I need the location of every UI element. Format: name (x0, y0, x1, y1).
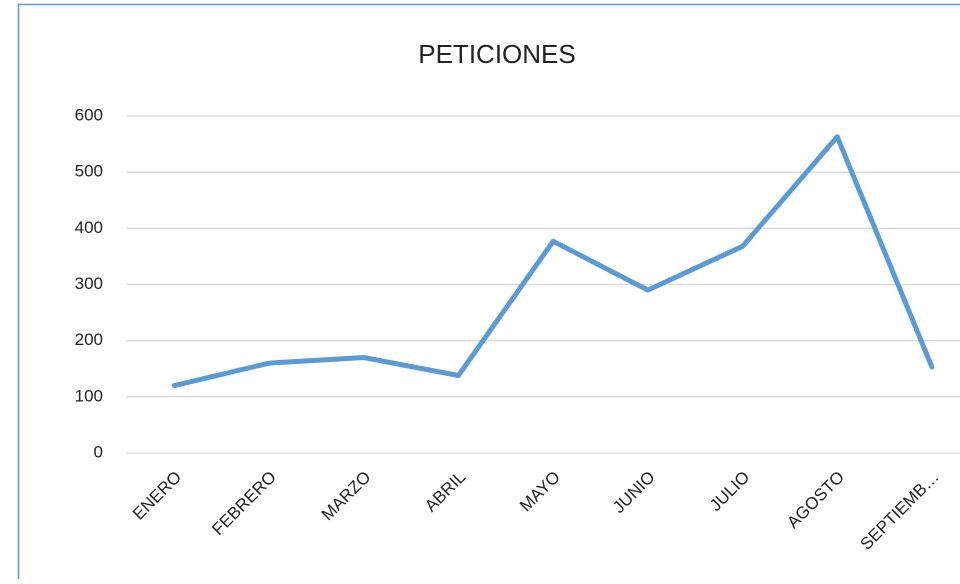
y-tick-label: 400 (75, 218, 103, 237)
y-tick-label: 200 (75, 330, 103, 349)
y-tick-label: 500 (75, 162, 103, 181)
y-tick-label: 300 (75, 274, 103, 293)
y-tick-label: 600 (75, 105, 103, 124)
y-tick-label: 0 (94, 442, 103, 461)
y-tick-label: 100 (75, 386, 103, 405)
chart-title: PETICIONES (418, 39, 575, 69)
